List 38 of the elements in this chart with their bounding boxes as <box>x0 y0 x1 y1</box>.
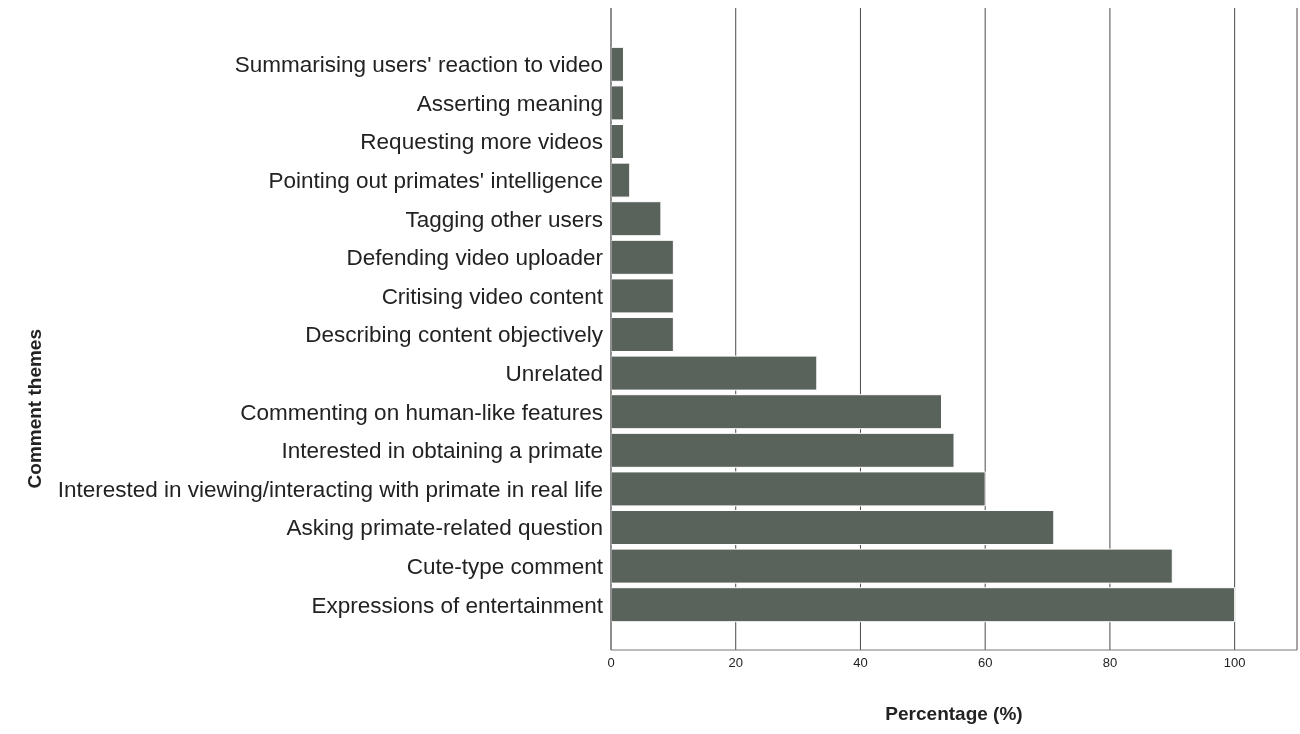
bar <box>611 548 1173 584</box>
y-tick-label: Commenting on human-like features <box>240 399 603 425</box>
y-tick-label: Critising video content <box>381 283 604 309</box>
bar <box>611 432 955 468</box>
bar <box>611 510 1055 546</box>
bar <box>611 587 1236 623</box>
y-axis-title: Comment themes <box>23 329 45 489</box>
y-tick-label: Cute-type comment <box>406 554 604 580</box>
bar <box>611 201 662 237</box>
y-tick-label: Interested in viewing/interacting with primate in real life <box>57 476 603 502</box>
x-tick-label: 60 <box>977 655 993 671</box>
y-tick-label: Tagging other users <box>405 206 603 232</box>
y-tick-label: Asking primate-related question <box>286 515 603 541</box>
x-tick-label: 100 <box>1223 655 1246 671</box>
x-tick-label: 0 <box>607 655 615 671</box>
bar <box>611 355 818 391</box>
x-axis-title: Percentage (%) <box>885 703 1023 724</box>
bar <box>611 317 674 353</box>
x-tick-label: 20 <box>728 655 743 671</box>
y-tick-label: Requesting more videos <box>360 129 603 155</box>
y-tick-label: Unrelated <box>505 361 603 387</box>
y-tick-label: Pointing out primates' intelligence <box>268 168 603 194</box>
x-tick-label: 80 <box>1102 655 1118 671</box>
bar <box>611 239 674 275</box>
bar <box>611 278 674 314</box>
bar <box>611 46 624 82</box>
bar <box>611 394 943 430</box>
y-tick-label: Describing content objectively <box>305 322 604 348</box>
bar <box>611 471 986 507</box>
bar <box>611 85 624 121</box>
x-tick-label: 40 <box>853 655 868 671</box>
y-tick-label: Defending video uploader <box>346 245 604 271</box>
bar <box>611 162 631 198</box>
bar <box>611 124 624 160</box>
y-tick-label: Interested in obtaining a primate <box>281 438 603 464</box>
y-tick-label: Asserting meaning <box>416 90 603 116</box>
y-tick-label: Expressions of entertainment <box>311 592 604 618</box>
y-tick-label: Summarising users' reaction to video <box>234 52 603 78</box>
